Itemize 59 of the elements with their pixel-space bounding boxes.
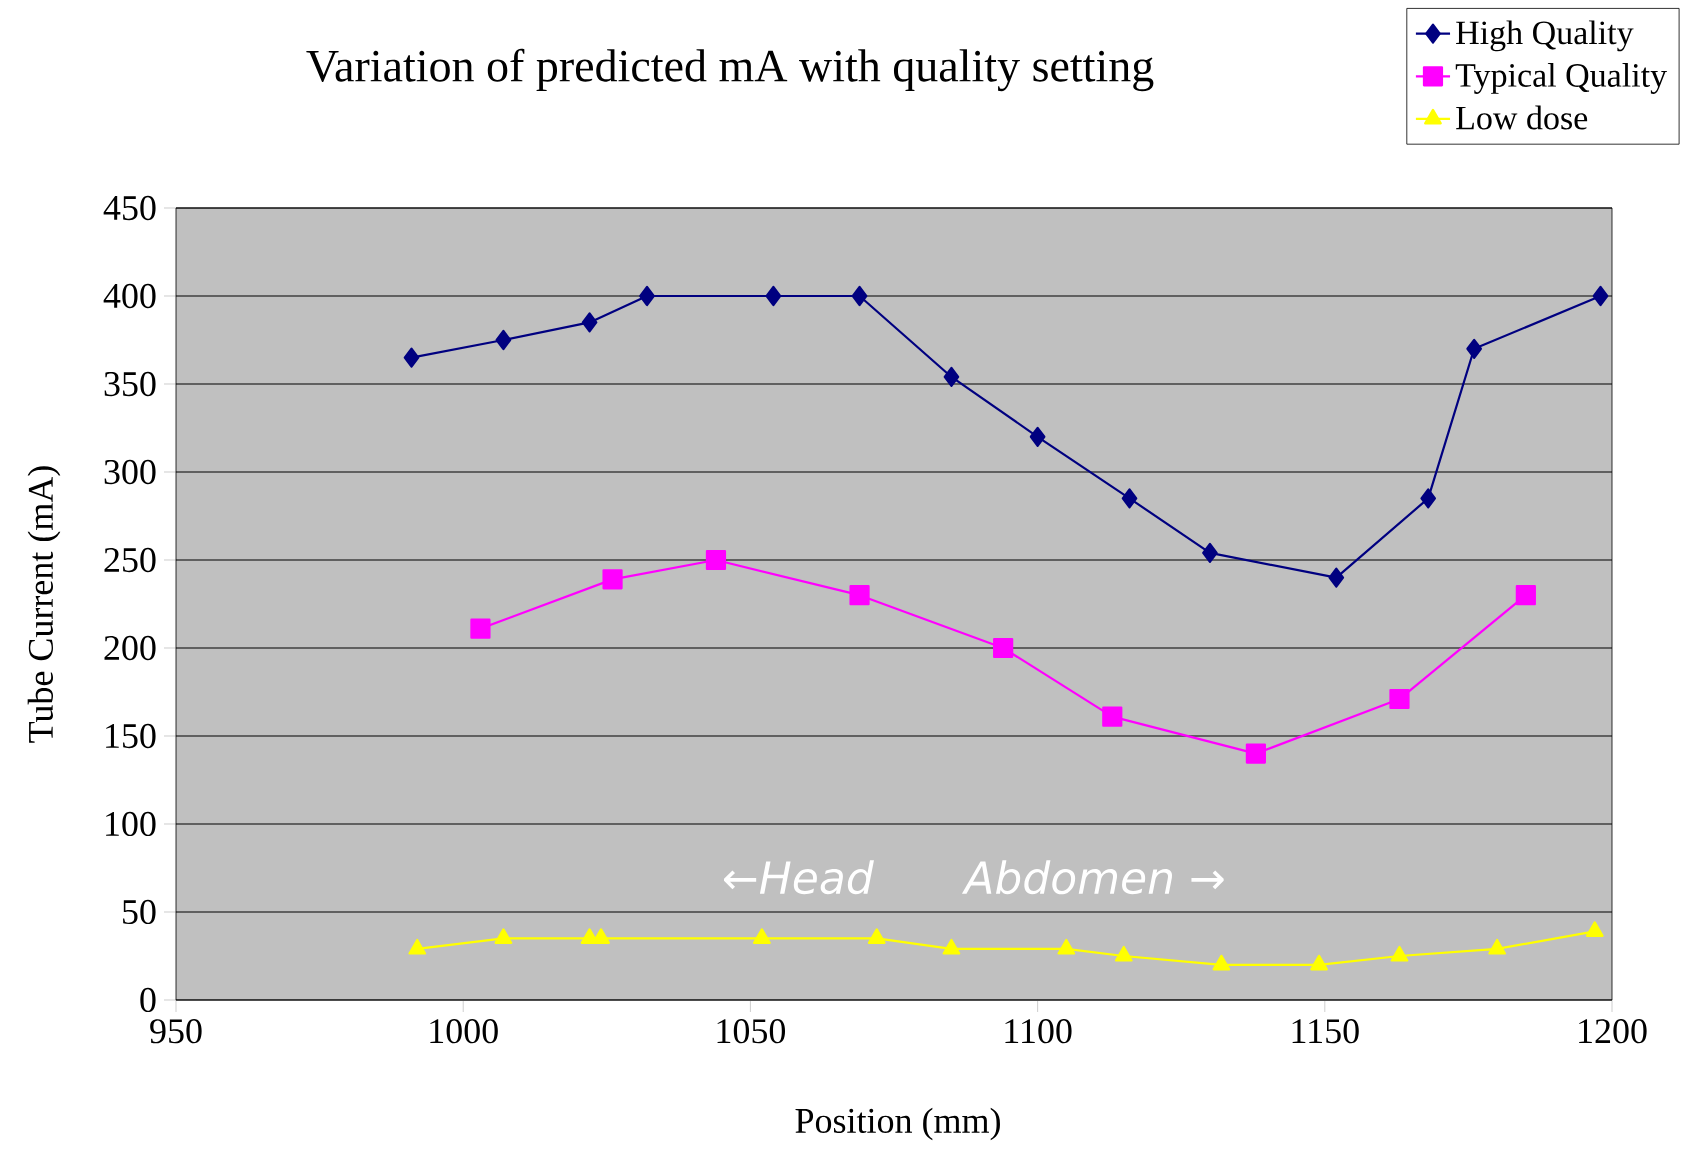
- point: [1057, 938, 1076, 955]
- point: [495, 329, 512, 351]
- point: [1121, 488, 1138, 509]
- point: [753, 928, 771, 944]
- x-tick-label: 950: [150, 1019, 202, 1044]
- point: [1585, 921, 1604, 937]
- chart-title: Variation of predicted mA with quality setting: [306, 48, 1154, 92]
- point: [1310, 954, 1328, 971]
- point: [470, 618, 491, 639]
- legend-label: High Quality: [1456, 20, 1634, 52]
- point: [849, 585, 870, 606]
- point: [1328, 567, 1345, 588]
- point: [1488, 938, 1507, 955]
- x-tick-label: 1050: [717, 1019, 786, 1044]
- annotation: ←Head: [724, 860, 874, 895]
- point: [1389, 688, 1410, 710]
- point: [1245, 743, 1266, 764]
- x-tick-label: 1100: [1005, 1019, 1072, 1044]
- x-tick-label: 1150: [1292, 1019, 1359, 1044]
- point: [1515, 585, 1536, 606]
- point: [639, 285, 655, 307]
- x-tick-label: 1000: [430, 1019, 498, 1044]
- point: [602, 569, 623, 590]
- point: [403, 347, 420, 368]
- point: [867, 928, 886, 944]
- annotation: Abdomen →: [961, 860, 1224, 895]
- y-tick-label: 400: [103, 283, 156, 309]
- point: [1466, 338, 1482, 359]
- point: [993, 637, 1014, 659]
- legend-label: Typical Quality: [1455, 63, 1668, 94]
- point: [1212, 954, 1231, 971]
- point: [1202, 542, 1218, 564]
- y-tick-label: 200: [104, 635, 156, 661]
- y-tick-label: 150: [106, 723, 156, 749]
- y-tick-label: 50: [123, 899, 156, 925]
- point: [581, 312, 598, 333]
- point: [1420, 488, 1437, 509]
- point: [1102, 706, 1123, 727]
- y-tick-label: 0: [140, 987, 156, 1013]
- y-tick-label: 100: [106, 811, 156, 837]
- y-tick-label: 300: [104, 459, 156, 485]
- point: [942, 938, 961, 955]
- y-tick-label: 250: [104, 547, 156, 573]
- x-tick-label: 1200: [1579, 1019, 1647, 1044]
- point: [494, 928, 513, 944]
- point: [705, 549, 727, 571]
- y-axis-title: Tube Current (mA): [27, 466, 61, 743]
- y-tick-label: 450: [103, 195, 156, 221]
- point: [1114, 945, 1133, 962]
- x-axis-title: Position (mm): [795, 1107, 1000, 1141]
- point: [408, 938, 427, 955]
- point: [1029, 426, 1046, 447]
- legend-label: Low dose: [1456, 105, 1588, 130]
- point: [1390, 945, 1409, 962]
- y-tick-label: 350: [104, 371, 156, 397]
- point: [851, 285, 868, 307]
- point: [1592, 285, 1609, 307]
- point: [943, 366, 960, 388]
- point: [765, 285, 782, 307]
